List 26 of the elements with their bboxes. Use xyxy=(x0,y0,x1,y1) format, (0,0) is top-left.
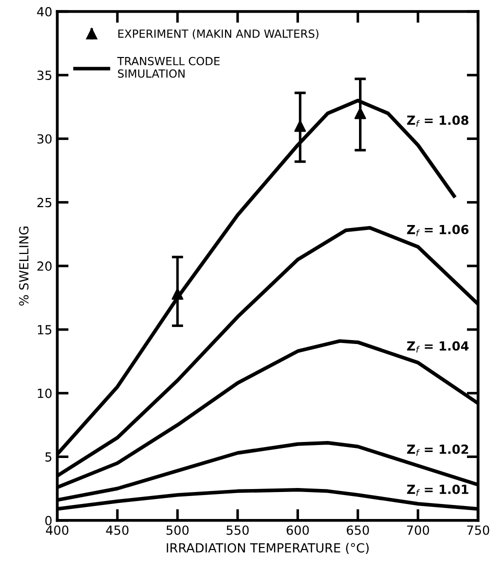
y-tick-label: 10 xyxy=(38,388,52,398)
x-tick-label: 550 xyxy=(226,525,249,535)
x-tick-label: 450 xyxy=(106,525,128,535)
series-label: Z$_{f}$ = 1.01 xyxy=(407,484,468,496)
y-tick-label: 40 xyxy=(37,6,52,16)
x-tick-label: 600 xyxy=(286,525,309,535)
legend-title: TRANSWELL CODE SIMULATION xyxy=(117,56,220,78)
x-tick-label: 750 xyxy=(467,525,490,535)
series-label: Z$_{f}$ = 1.06 xyxy=(407,224,468,236)
x-tick-label: 650 xyxy=(346,525,369,535)
x-axis-title: IRRADIATION TEMPERATURE (°C) xyxy=(166,542,369,554)
legend-label: EXPERIMENT (MAKIN AND WALTERS) xyxy=(118,29,318,40)
y-tick-label: 25 xyxy=(37,198,52,208)
y-axis-title: % SWELLING xyxy=(19,226,29,306)
series-label: Z$_{f}$ = 1.02 xyxy=(407,444,468,456)
y-tick-label: 35 xyxy=(37,70,52,80)
y-tick-label: 30 xyxy=(37,134,52,144)
x-tick-label: 400 xyxy=(46,525,68,535)
series-label: Z$_{f}$ = 1.08 xyxy=(407,115,468,127)
legend-label: Z$_{f}$ = 1.04 xyxy=(407,341,469,353)
x-tick-label: 500 xyxy=(166,525,189,535)
y-tick-label: 0 xyxy=(45,516,52,526)
y-tick-label: 20 xyxy=(37,261,52,271)
x-tick-label: 700 xyxy=(407,525,430,535)
y-tick-label: 15 xyxy=(38,325,52,334)
y-tick-label: 5 xyxy=(45,452,52,462)
